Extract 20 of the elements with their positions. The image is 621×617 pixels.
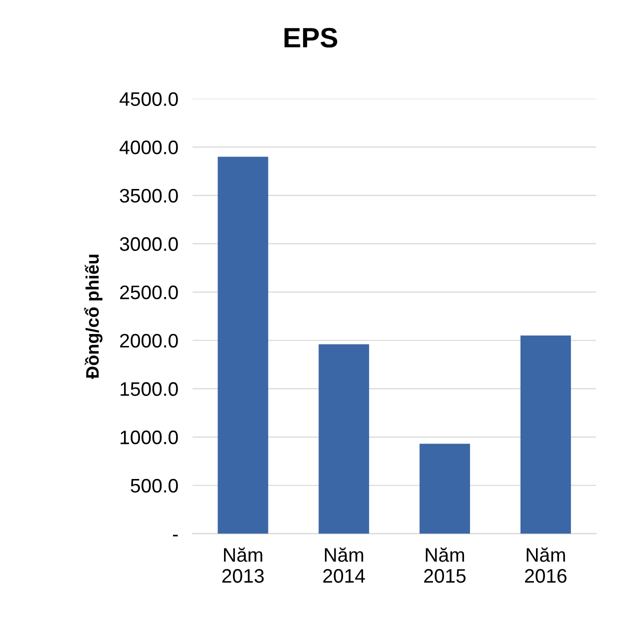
bar: [520, 336, 571, 534]
x-tick-label: Năm 2016: [525, 547, 566, 583]
x-tick-label: Năm 2014: [323, 547, 365, 583]
y-tick-label: 3000.0: [120, 237, 178, 251]
y-tick-label: 4000.0: [120, 140, 178, 154]
y-tick-label: 4500.0: [120, 92, 178, 106]
y-tick-label: 2000.0: [120, 334, 178, 348]
x-tick-label: Năm 2015: [424, 547, 466, 583]
chart-title: EPS: [284, 28, 338, 48]
bar: [218, 156, 268, 534]
y-tick-label: 1000.0: [120, 430, 178, 444]
y-tick-label: 1500.0: [120, 382, 178, 396]
y-tick-label: 500.0: [130, 478, 178, 493]
y-axis-title: Đồng/cổ phiếu: [84, 254, 102, 379]
bar: [420, 444, 470, 534]
y-tick-label: -: [173, 534, 178, 536]
y-tick-label: 3500.0: [120, 188, 178, 203]
bar: [318, 344, 370, 534]
y-tick-label: 2500.0: [120, 286, 178, 300]
x-tick-label: Năm 2013: [222, 547, 264, 583]
